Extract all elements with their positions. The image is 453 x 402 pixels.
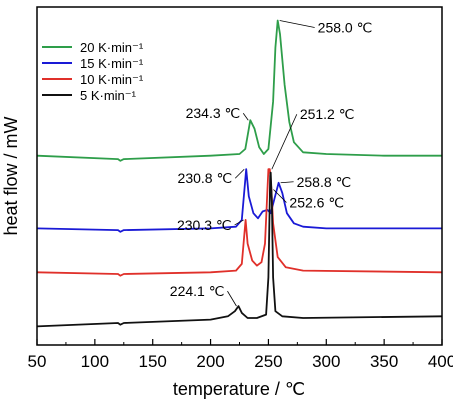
annotation-leader xyxy=(271,114,298,170)
annotations-layer: 258.0 ℃ 234.3 ℃ 251.2 ℃ 230.8 ℃ 258.8 ℃ 230.3… xyxy=(170,20,373,307)
series-line-5-k-min xyxy=(36,171,443,328)
x-tick-label-50: 50 xyxy=(28,352,47,371)
curves-layer xyxy=(36,19,443,328)
x-tick-label-100: 100 xyxy=(81,352,109,371)
series-line-15-k-min xyxy=(36,168,442,233)
annotation-label: 230.8 ℃ xyxy=(178,170,233,186)
x-axis-title: temperature / ℃ xyxy=(173,379,305,399)
x-tick-label-150: 150 xyxy=(139,352,167,371)
annotation-label: 234.3 ℃ xyxy=(186,105,241,121)
y-axis-title: heat flow / mW xyxy=(1,116,21,235)
annotation-label: 224.1 ℃ xyxy=(170,283,225,299)
annotation-label: 258.0 ℃ xyxy=(318,20,373,36)
annotation-leader xyxy=(242,112,249,121)
annotation-leader xyxy=(273,189,287,203)
series-line-20-k-min xyxy=(36,19,442,162)
legend-label-15-k-min: 15 K·min⁻¹ xyxy=(80,56,144,71)
annotation-leader xyxy=(280,181,294,184)
annotation-label: 251.2 ℃ xyxy=(300,106,355,122)
x-tick-label-350: 350 xyxy=(370,352,398,371)
x-tick-label-200: 200 xyxy=(196,352,224,371)
legend: 20 K·min⁻¹15 K·min⁻¹10 K·min⁻¹5 K·min⁻¹ xyxy=(42,40,144,103)
x-tick-label-250: 250 xyxy=(254,352,282,371)
x-axis-ticks: 50 100 150 200 250 300 350 400 xyxy=(28,339,453,371)
x-tick-label-400: 400 xyxy=(428,352,453,371)
series-line-10-k-min xyxy=(36,168,443,277)
annotation-leader xyxy=(227,290,237,307)
legend-label-10-k-min: 10 K·min⁻¹ xyxy=(80,72,144,87)
annotation-leader xyxy=(234,219,244,226)
annotation-label: 230.3 ℃ xyxy=(177,217,232,233)
annotation-label: 258.8 ℃ xyxy=(297,174,352,190)
annotation-leader xyxy=(279,20,315,28)
legend-label-5-k-min: 5 K·min⁻¹ xyxy=(80,88,137,103)
x-tick-label-300: 300 xyxy=(312,352,340,371)
annotation-leader xyxy=(234,168,245,179)
annotation-label: 252.6 ℃ xyxy=(289,195,344,211)
legend-label-20-k-min: 20 K·min⁻¹ xyxy=(80,40,144,55)
